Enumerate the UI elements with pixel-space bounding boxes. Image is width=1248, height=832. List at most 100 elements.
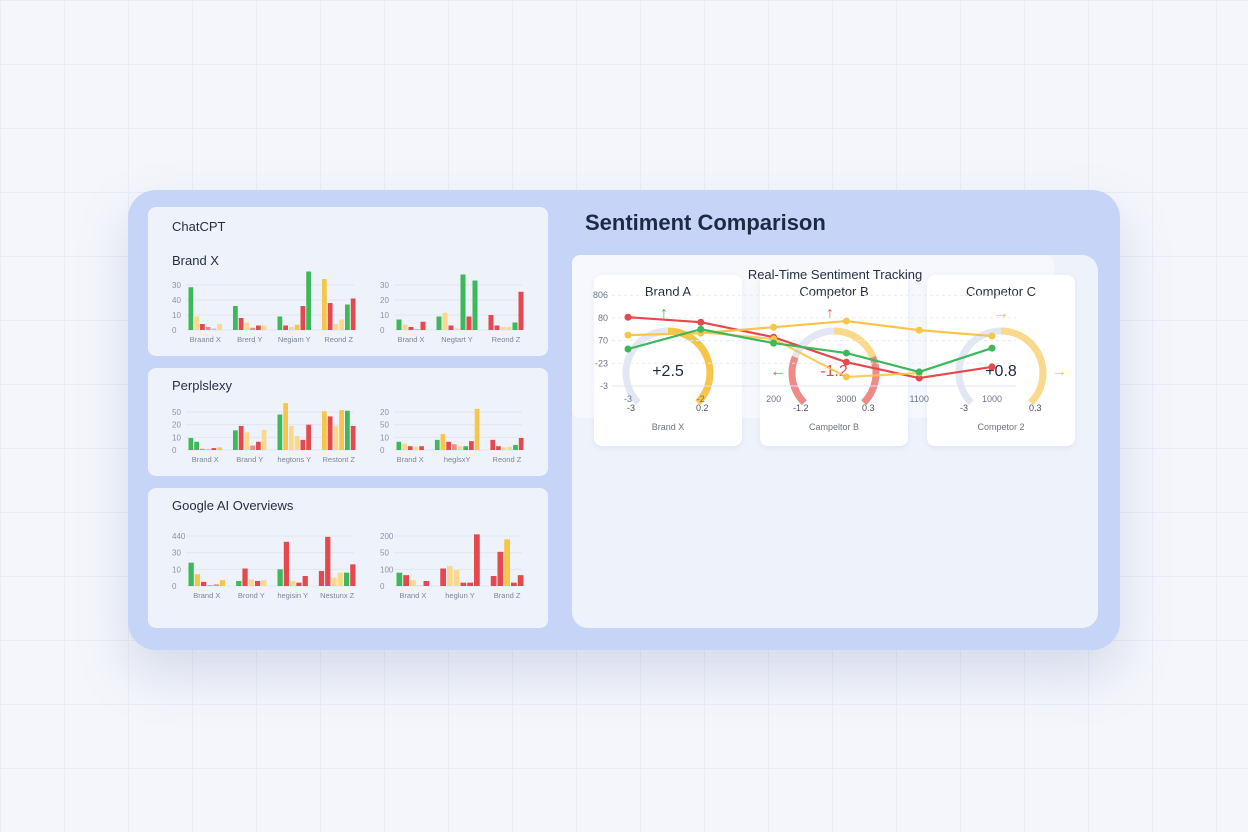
bar [396,319,402,330]
bar [238,425,244,450]
y-tick-label: 30 [172,549,181,558]
bar [238,318,244,330]
x-tick-label: -3 [624,394,632,404]
gauge-title: Competor C [965,284,1037,299]
bar [490,576,497,586]
y-tick-label: 100 [380,565,394,574]
bar [472,280,478,330]
bar [213,584,219,586]
x-tick-label: Brand Y [236,455,263,464]
bar [512,322,518,330]
panel-0: ChatCPT Brand X 0 10 40 30 Braand X Brerd Y Negi… [148,207,548,356]
y-tick-label: 20 [380,296,389,305]
panel-title: Perplslexy [172,378,232,393]
bar [466,316,472,330]
bar [244,432,250,450]
bar [188,562,194,586]
bar [327,416,333,450]
gauge-max: 0.2 [696,403,709,413]
y-tick-label: 0 [380,582,385,591]
bar [188,287,194,330]
bar [283,403,288,450]
y-tick-label: 10 [380,311,389,320]
bar [494,325,500,330]
bar [518,291,524,330]
arrow-right-icon: → [1051,363,1067,380]
bar [440,568,446,586]
dashboard-card: ChatCPT Brand X 0 10 40 30 Braand X Brerd Y Negi… [128,190,1120,650]
gauge-segment [788,355,807,406]
data-point [988,363,996,371]
bar [306,271,311,330]
y-tick-label: 10 [172,311,181,320]
bar [300,306,306,330]
bar [261,580,267,586]
bar [345,304,350,330]
bar [350,425,356,450]
bar [256,441,261,450]
y-tick-label: 440 [172,532,186,541]
bar [460,274,466,330]
x-tick-label: hegisin Y [277,591,308,600]
bar [277,569,283,586]
bar [277,414,283,450]
y-tick-label: 10 [172,565,181,574]
y-tick-label: 80 [598,313,608,323]
bar [250,327,255,330]
series-line [627,316,993,380]
bar [217,324,222,330]
y-tick-label: -23 [595,358,608,368]
bar [306,424,311,450]
y-tick-label: 0 [380,326,385,335]
bar [289,425,294,450]
bar [463,446,469,450]
bar [506,327,512,330]
gauge-min: -3 [960,403,969,413]
series-line [627,328,993,374]
bar [333,324,339,330]
bar [233,430,238,450]
data-point [915,374,923,382]
bar [296,582,302,586]
y-tick-label: 0 [172,582,177,591]
y-tick-label: 10 [380,433,389,442]
bar [205,327,211,330]
bar [488,315,494,330]
bar [283,325,288,330]
bar [442,312,448,330]
data-point [770,323,778,331]
x-tick-label: Nestunx Z [320,591,355,600]
gauge-subtitle: Brand X [651,422,685,432]
x-tick-label: Reond Z [493,455,522,464]
bar [337,572,343,586]
y-tick-label: 806 [593,290,608,300]
bar [188,437,194,450]
bar [467,582,473,586]
bar [436,316,442,330]
panel-2: Google AI Overviews 0 10 30 440 Brand X Brond … [148,488,548,628]
bar [434,439,440,450]
bar [416,585,423,586]
bar [345,410,350,450]
bar [200,324,205,330]
bar [496,446,501,450]
bar [283,541,290,586]
x-tick-label: -2 [697,394,705,404]
bar [322,411,327,450]
bar [420,321,426,330]
gauge-subtitle: Campeltor B [808,422,860,432]
bar [402,443,407,450]
bar [294,324,300,330]
panel-title: Google AI Overviews [172,498,294,513]
bar-chart: 0 10 50 20 Brand X heglsxY Reond Z [380,408,524,464]
bar [318,571,325,586]
gauge-max: 0.3 [862,403,875,413]
bar [277,316,283,330]
bar [490,439,496,450]
bar [504,539,510,586]
y-tick-label: 50 [172,408,181,417]
bar [419,446,424,450]
x-tick-label: 1100 [910,394,929,404]
y-tick-label: 30 [380,281,389,290]
bar [469,441,474,450]
